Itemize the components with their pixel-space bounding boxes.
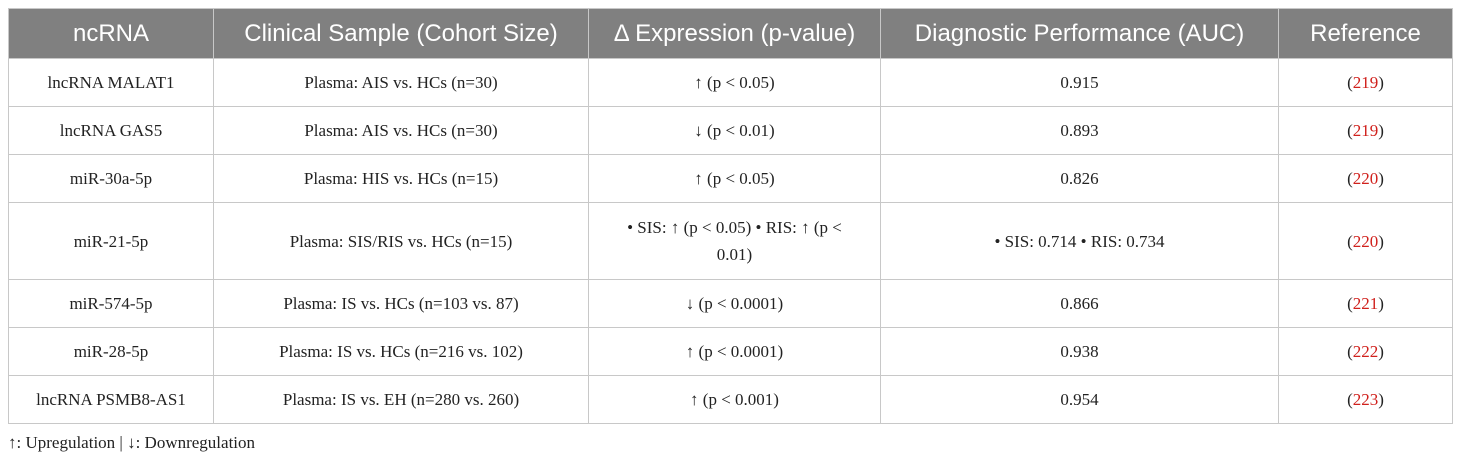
column-header: Diagnostic Performance (AUC)	[880, 8, 1279, 59]
reference-bracket: (	[1347, 342, 1353, 361]
table-row: lncRNA MALAT1 Plasma: AIS vs. HCs (n=30) ↑…	[8, 58, 1453, 107]
reference-bracket: (	[1347, 294, 1353, 313]
data-table: ncRNA Clinical Sample (Cohort Size) Δ Expr…	[8, 8, 1453, 424]
reference-number: 219	[1352, 73, 1379, 92]
reference-number: 222	[1352, 342, 1379, 361]
reference-cell: (222)	[1278, 327, 1453, 376]
column-header: Reference	[1278, 8, 1453, 59]
reference-cell: (220)	[1278, 202, 1453, 280]
table-body: lncRNA MALAT1 Plasma: AIS vs. HCs (n=30) ↑…	[8, 58, 1453, 424]
table-cell: lncRNA PSMB8-AS1	[8, 375, 214, 424]
reference-bracket: (	[1347, 390, 1353, 409]
reference-number: 220	[1352, 169, 1379, 188]
reference-bracket: )	[1378, 342, 1384, 361]
reference-cell: (223)	[1278, 375, 1453, 424]
reference-bracket: (	[1347, 121, 1353, 140]
reference-bracket: )	[1378, 169, 1384, 188]
reference-bracket: )	[1378, 294, 1384, 313]
table-cell: Plasma: AIS vs. HCs (n=30)	[213, 106, 589, 155]
table-cell: ↑ (p < 0.001)	[588, 375, 881, 424]
table-cell: Plasma: SIS/RIS vs. HCs (n=15)	[213, 202, 589, 280]
table-cell: Plasma: IS vs. HCs (n=103 vs. 87)	[213, 279, 589, 328]
table-cell: 0.826	[880, 154, 1279, 203]
table-cell: lncRNA GAS5	[8, 106, 214, 155]
column-header: Δ Expression (p-value)	[588, 8, 881, 59]
table-cell: Plasma: IS vs. HCs (n=216 vs. 102)	[213, 327, 589, 376]
column-header: Clinical Sample (Cohort Size)	[213, 8, 589, 59]
table-row: miR-574-5p Plasma: IS vs. HCs (n=103 vs. …	[8, 279, 1453, 328]
table-cell: 0.954	[880, 375, 1279, 424]
column-header: ncRNA	[8, 8, 214, 59]
table-cell: • SIS: ↑ (p < 0.05) • RIS: ↑ (p < 0.01)	[588, 202, 881, 280]
table-cell: Plasma: AIS vs. HCs (n=30)	[213, 58, 589, 107]
table-row: lncRNA PSMB8-AS1 Plasma: IS vs. EH (n=280…	[8, 375, 1453, 424]
table-cell: miR-28-5p	[8, 327, 214, 376]
reference-cell: (220)	[1278, 154, 1453, 203]
table-cell: 0.893	[880, 106, 1279, 155]
table-cell: • SIS: 0.714 • RIS: 0.734	[880, 202, 1279, 280]
table-cell: Plasma: HIS vs. HCs (n=15)	[213, 154, 589, 203]
reference-bracket: )	[1378, 73, 1384, 92]
reference-cell: (219)	[1278, 58, 1453, 107]
reference-number: 223	[1352, 390, 1379, 409]
reference-cell: (219)	[1278, 106, 1453, 155]
table-row: miR-21-5p Plasma: SIS/RIS vs. HCs (n=15) •…	[8, 202, 1453, 280]
reference-bracket: )	[1378, 121, 1384, 140]
table-row: miR-30a-5p Plasma: HIS vs. HCs (n=15) ↑ (p…	[8, 154, 1453, 203]
reference-bracket: (	[1347, 231, 1353, 251]
reference-number: 221	[1352, 294, 1379, 313]
reference-number: 219	[1352, 121, 1379, 140]
table-cell: ↓ (p < 0.0001)	[588, 279, 881, 328]
reference-bracket: )	[1378, 390, 1384, 409]
reference-bracket: )	[1378, 231, 1384, 251]
footnote: ↑: Upregulation | ↓: Downregulation	[8, 433, 256, 452]
header-row: ncRNA Clinical Sample (Cohort Size) Δ Expr…	[8, 8, 1453, 59]
table-cell: ↑ (p < 0.0001)	[588, 327, 881, 376]
table-cell: miR-574-5p	[8, 279, 214, 328]
table-cell: ↑ (p < 0.05)	[588, 154, 881, 203]
table-cell: ↑ (p < 0.05)	[588, 58, 881, 107]
table-cell: 0.915	[880, 58, 1279, 107]
table-row: miR-28-5p Plasma: IS vs. HCs (n=216 vs. 1…	[8, 327, 1453, 376]
table-cell: miR-30a-5p	[8, 154, 214, 203]
table-row: lncRNA GAS5 Plasma: AIS vs. HCs (n=30) ↓ (…	[8, 106, 1453, 155]
reference-number: 220	[1352, 231, 1379, 251]
table-cell: lncRNA MALAT1	[8, 58, 214, 107]
table-cell: miR-21-5p	[8, 202, 214, 280]
table-cell: Plasma: IS vs. EH (n=280 vs. 260)	[213, 375, 589, 424]
table-cell: 0.866	[880, 279, 1279, 328]
table-cell: 0.938	[880, 327, 1279, 376]
reference-bracket: (	[1347, 169, 1353, 188]
reference-bracket: (	[1347, 73, 1353, 92]
reference-cell: (221)	[1278, 279, 1453, 328]
table-cell: ↓ (p < 0.01)	[588, 106, 881, 155]
table-header: ncRNA Clinical Sample (Cohort Size) Δ Expr…	[8, 8, 1453, 59]
